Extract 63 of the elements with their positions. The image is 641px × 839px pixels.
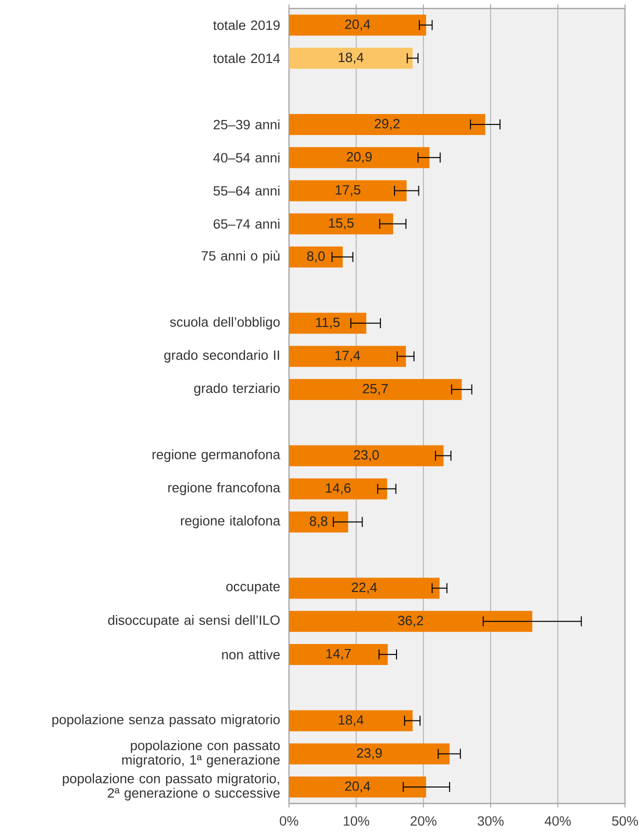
y-tick-label: disoccupate ai sensi dell’ILO bbox=[108, 615, 280, 628]
y-tick-label: popolazione con passato migratorio, 1ª generazione bbox=[122, 740, 280, 768]
x-tick-label: 0% bbox=[280, 816, 298, 826]
bar bbox=[289, 213, 394, 234]
y-tick-label: regione francofona bbox=[168, 482, 280, 496]
y-tick-label: grado terziario bbox=[194, 383, 280, 396]
data-label: 29,2 bbox=[374, 118, 400, 130]
y-tick-label: occupate bbox=[226, 582, 280, 594]
data-label: 11,5 bbox=[316, 318, 340, 329]
bar bbox=[289, 478, 388, 500]
data-label: 15,5 bbox=[329, 218, 354, 230]
bar bbox=[289, 147, 430, 168]
y-tick-label: 55–64 anni bbox=[214, 186, 280, 196]
bar bbox=[289, 610, 532, 632]
bar bbox=[289, 180, 407, 202]
data-label: 20,4 bbox=[345, 20, 370, 31]
bar bbox=[289, 48, 413, 69]
y-tick-label: grado secondario II bbox=[164, 350, 280, 363]
y-tick-label: 65–74 anni bbox=[214, 218, 280, 229]
bar bbox=[289, 14, 426, 36]
data-label: 17,5 bbox=[336, 185, 360, 196]
bar bbox=[289, 776, 426, 798]
bar bbox=[289, 710, 413, 732]
data-label: 8,0 bbox=[307, 251, 325, 262]
data-label: 25,7 bbox=[362, 384, 388, 395]
data-label: 8,8 bbox=[310, 516, 328, 528]
data-label: 14,7 bbox=[326, 648, 351, 660]
x-tick-label: 10% bbox=[344, 816, 370, 826]
bar bbox=[289, 378, 462, 400]
data-label: 20,4 bbox=[345, 781, 370, 792]
data-label: 20,9 bbox=[346, 152, 372, 164]
y-tick-label: 75 anni o più bbox=[202, 250, 280, 264]
bar bbox=[289, 511, 348, 532]
y-tick-label: scuola dell’obbligo bbox=[170, 316, 280, 330]
y-tick-label: 40–54 anni bbox=[213, 152, 280, 162]
x-tick-label: 30% bbox=[478, 816, 504, 826]
bar bbox=[289, 644, 388, 665]
bar bbox=[289, 445, 444, 466]
data-label: 36,2 bbox=[398, 616, 424, 627]
bar bbox=[289, 578, 440, 599]
y-tick-label: 25–39 anni bbox=[214, 119, 280, 130]
y-tick-label: totale 2014 bbox=[213, 53, 280, 64]
data-label: 22,4 bbox=[352, 582, 377, 594]
data-label: 23,0 bbox=[354, 450, 379, 462]
y-tick-label: non attive bbox=[222, 650, 280, 660]
x-tick-label: 20% bbox=[410, 816, 436, 826]
data-label: 17,4 bbox=[335, 350, 360, 362]
bar bbox=[289, 312, 366, 334]
bar bbox=[289, 346, 406, 367]
x-tick-label: 40% bbox=[544, 816, 571, 826]
bar bbox=[289, 246, 343, 268]
x-tick-label: 50% bbox=[612, 816, 638, 826]
data-label: 18,4 bbox=[338, 52, 364, 64]
y-tick-label: regione italofona bbox=[181, 516, 280, 528]
data-label: 23,9 bbox=[356, 748, 382, 760]
y-tick-label: regione germanofona bbox=[152, 449, 280, 462]
bar bbox=[289, 743, 450, 764]
data-label: 18,4 bbox=[338, 715, 364, 726]
y-tick-label: popolazione con passato migratorio, 2ª generazione o successive bbox=[62, 773, 280, 800]
bar bbox=[289, 114, 486, 135]
y-tick-label: totale 2019 bbox=[213, 20, 280, 30]
data-label: 14,6 bbox=[326, 483, 351, 494]
y-tick-label: popolazione senza passato migratorio bbox=[52, 714, 280, 727]
